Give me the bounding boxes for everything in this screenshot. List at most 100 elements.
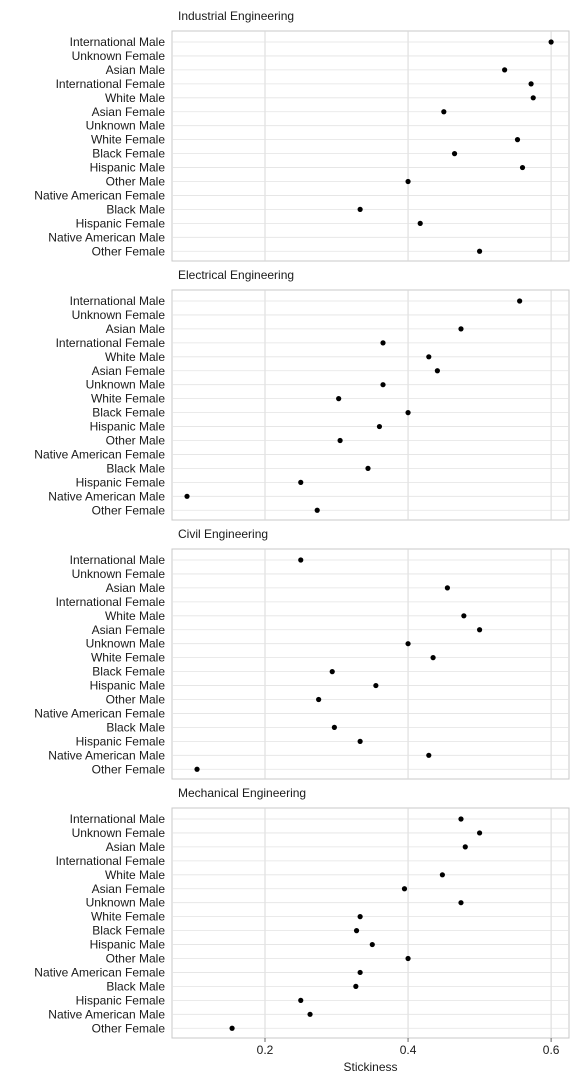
category-label: Black Female [92, 147, 165, 161]
data-point [380, 340, 386, 346]
category-label: Unknown Female [72, 49, 166, 63]
data-point [405, 955, 411, 962]
category-label: Unknown Male [86, 119, 166, 133]
panel-title: Industrial Engineering [178, 9, 294, 23]
category-label: Unknown Male [86, 637, 166, 651]
data-point [430, 655, 436, 661]
category-label: International Male [70, 35, 166, 49]
category-label: Black Male [106, 979, 165, 993]
data-point [514, 137, 521, 143]
data-point [548, 39, 554, 45]
data-point [405, 410, 411, 416]
data-point [298, 479, 304, 485]
data-point [314, 507, 320, 513]
category-label: Unknown Male [86, 378, 166, 392]
data-point [380, 382, 386, 388]
data-point [405, 641, 411, 647]
data-point [462, 844, 468, 850]
category-label: Native American Female [34, 965, 165, 979]
x-tick-label: 0.2 [257, 1043, 274, 1057]
panel-border [171, 30, 570, 262]
data-point [336, 396, 342, 402]
panel-title: Civil Engineering [178, 527, 268, 541]
data-point [357, 738, 363, 744]
data-point [298, 557, 304, 563]
category-label: White Female [91, 651, 165, 665]
data-point [373, 682, 379, 689]
data-point [417, 220, 423, 226]
data-point [530, 95, 536, 101]
category-label: Native American Female [34, 188, 165, 202]
panel-title: Mechanical Engineering [178, 786, 306, 800]
data-point [337, 437, 343, 444]
category-label: Native American Female [34, 447, 165, 461]
x-tick-label: 0.6 [543, 1043, 560, 1057]
data-point [458, 326, 464, 332]
data-point [298, 997, 304, 1003]
panel-border [171, 289, 570, 521]
category-label: Unknown Female [72, 308, 166, 322]
category-label: Hispanic Female [76, 993, 166, 1007]
category-label: White Female [91, 910, 165, 924]
data-point [528, 81, 534, 87]
category-label: Asian Male [106, 322, 166, 336]
data-point [517, 298, 523, 304]
category-label: International Male [70, 812, 166, 826]
panel-border [171, 807, 570, 1039]
category-label: Asian Female [92, 105, 166, 119]
category-label: Native American Male [48, 1007, 165, 1021]
x-tick-label: 0.4 [400, 1043, 417, 1057]
data-point [329, 669, 335, 675]
panel-title: Electrical Engineering [178, 268, 294, 282]
data-point [476, 248, 483, 254]
category-label: White Male [105, 91, 165, 105]
category-label: White Female [91, 133, 165, 147]
data-point [229, 1025, 235, 1031]
x-axis-title: Stickiness [343, 1060, 397, 1074]
data-point [357, 914, 363, 920]
data-point [458, 900, 464, 906]
data-point [434, 368, 440, 374]
category-label: Native American Male [48, 489, 165, 503]
category-label: Unknown Male [86, 896, 166, 910]
category-label: Native American Male [48, 748, 165, 762]
data-point [365, 465, 371, 471]
category-label: Hispanic Female [76, 734, 166, 748]
category-label: Asian Female [92, 623, 166, 637]
data-point [461, 613, 467, 619]
panel-border [171, 548, 570, 780]
category-label: Hispanic Male [90, 161, 166, 175]
category-label: Hispanic Male [90, 938, 166, 952]
category-label: International Male [70, 553, 166, 567]
category-label: International Female [56, 336, 166, 350]
category-label: International Female [56, 595, 166, 609]
category-label: White Female [91, 392, 165, 406]
data-point [184, 493, 190, 499]
data-point [444, 585, 450, 591]
data-point [519, 164, 526, 171]
data-point [307, 1011, 313, 1017]
category-label: International Male [70, 294, 166, 308]
data-point [458, 816, 464, 822]
data-point [357, 969, 363, 976]
panel-electrical-engineering: Electrical Engineering International Male… [34, 268, 570, 521]
category-label: Black Female [92, 406, 165, 420]
data-point [426, 354, 432, 360]
category-label: Unknown Female [72, 567, 166, 581]
panel-mechanical-engineering: Mechanical Engineering International Male… [34, 786, 570, 1039]
category-label: White Male [105, 350, 165, 364]
category-label: Asian Male [106, 581, 166, 595]
category-label: White Male [105, 609, 165, 623]
data-point [476, 830, 483, 836]
category-label: Native American Female [34, 706, 165, 720]
data-point [353, 928, 360, 934]
data-point [194, 766, 200, 772]
data-point [405, 178, 411, 185]
category-label: Black Male [106, 720, 165, 734]
category-label: Asian Male [106, 840, 166, 854]
panel-industrial-engineering: Industrial Engineering International Male… [34, 9, 570, 262]
category-label: Other Female [92, 1021, 166, 1035]
category-label: Black Male [106, 202, 165, 216]
category-label: Asian Male [106, 63, 166, 77]
